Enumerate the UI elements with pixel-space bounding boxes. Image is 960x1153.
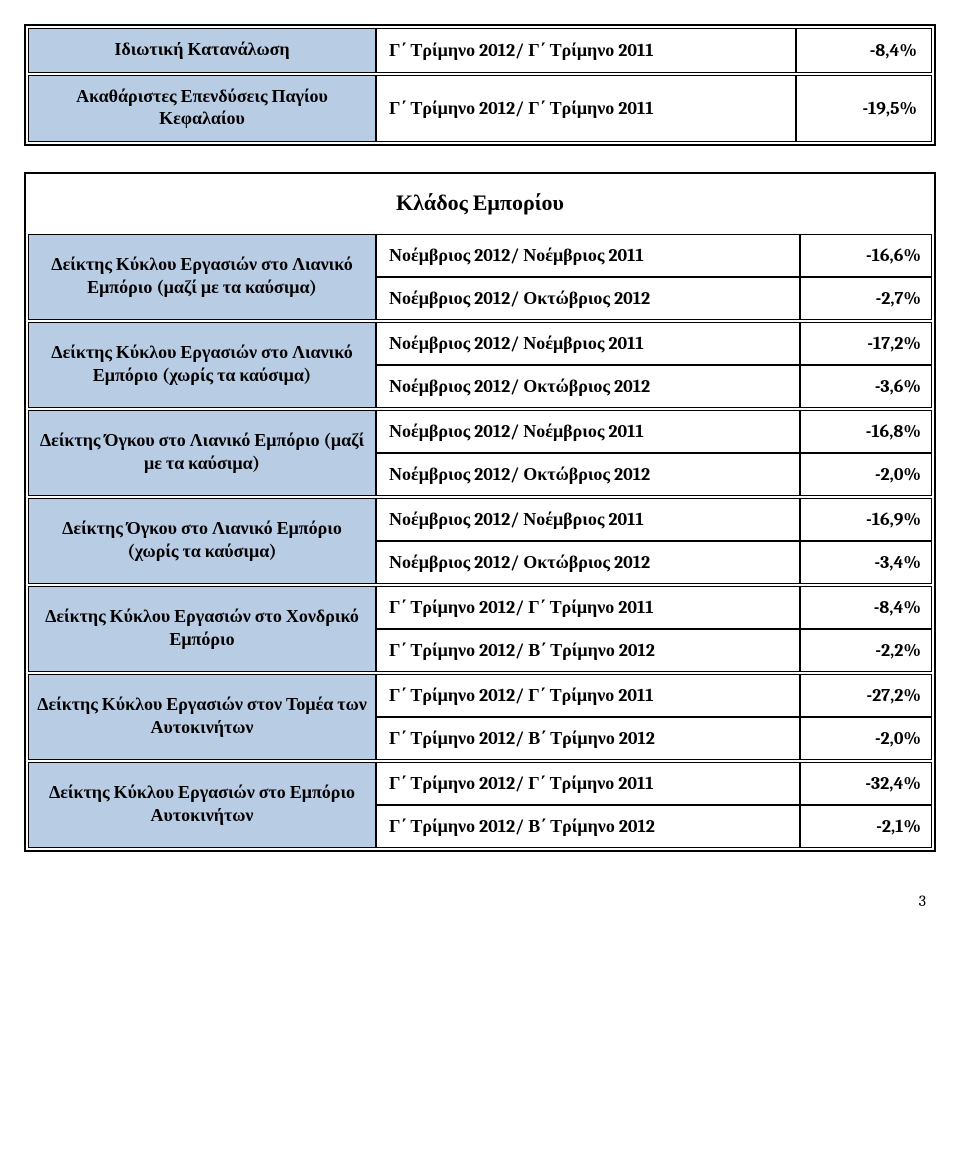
row-value: -19,5% — [797, 76, 927, 141]
row-value: -8,4% — [797, 29, 927, 72]
row-label: Δείκτης Όγκου στο Λιανικό Εμπόριο (χωρίς… — [29, 499, 377, 583]
table-row: Δείκτης Κύκλου Εργασιών στο Λιανικό Εμπό… — [28, 322, 932, 408]
sub-row: Νοέμβριος 2012/ Νοέμβριος 2011 -17,2% — [377, 323, 931, 364]
sub-value: -2,0% — [801, 718, 931, 759]
sub-period: Νοέμβριος 2012/ Οκτώβριος 2012 — [377, 278, 801, 319]
sector-table: Κλάδος Εμπορίου Δείκτης Κύκλου Εργασιών … — [24, 172, 936, 852]
row-label: Δείκτης Κύκλου Εργασιών στο Χονδρικό Εμπ… — [29, 587, 377, 671]
sub-row: Νοέμβριος 2012/ Οκτώβριος 2012 -3,6% — [377, 364, 931, 407]
sub-row: Γ΄ Τρίμηνο 2012/ Β΄ Τρίμηνο 2012 -2,0% — [377, 716, 931, 759]
top-table: Ιδιωτική Κατανάλωση Γ΄ Τρίμηνο 2012/ Γ΄ … — [24, 24, 936, 146]
sub-period: Γ΄ Τρίμηνο 2012/ Γ΄ Τρίμηνο 2011 — [377, 763, 801, 804]
sub-value: -17,2% — [801, 323, 931, 364]
sub-row: Γ΄ Τρίμηνο 2012/ Β΄ Τρίμηνο 2012 -2,1% — [377, 804, 931, 847]
sub-period: Γ΄ Τρίμηνο 2012/ Γ΄ Τρίμηνο 2011 — [377, 675, 801, 716]
sub-row: Νοέμβριος 2012/ Οκτώβριος 2012 -2,0% — [377, 452, 931, 495]
row-values: Νοέμβριος 2012/ Νοέμβριος 2011 -16,9% Νο… — [377, 499, 931, 583]
sub-period: Γ΄ Τρίμηνο 2012/ Γ΄ Τρίμηνο 2011 — [377, 587, 801, 628]
row-label: Ιδιωτική Κατανάλωση — [29, 29, 377, 72]
row-values: Νοέμβριος 2012/ Νοέμβριος 2011 -16,8% Νο… — [377, 411, 931, 495]
table-row: Δείκτης Κύκλου Εργασιών στο Χονδρικό Εμπ… — [28, 586, 932, 672]
sub-row: Γ΄ Τρίμηνο 2012/ Γ΄ Τρίμηνο 2011 -27,2% — [377, 675, 931, 716]
row-values: Νοέμβριος 2012/ Νοέμβριος 2011 -17,2% Νο… — [377, 323, 931, 407]
sub-period: Γ΄ Τρίμηνο 2012/ Β΄ Τρίμηνο 2012 — [377, 806, 801, 847]
sub-period: Γ΄ Τρίμηνο 2012/ Β΄ Τρίμηνο 2012 — [377, 630, 801, 671]
sub-value: -16,9% — [801, 499, 931, 540]
table-row: Δείκτης Όγκου στο Λιανικό Εμπόριο (χωρίς… — [28, 498, 932, 584]
sub-value: -32,4% — [801, 763, 931, 804]
sub-value: -2,2% — [801, 630, 931, 671]
sub-value: -3,6% — [801, 366, 931, 407]
row-period: Γ΄ Τρίμηνο 2012/ Γ΄ Τρίμηνο 2011 — [377, 29, 797, 72]
sub-value: -16,8% — [801, 411, 931, 452]
sub-row: Γ΄ Τρίμηνο 2012/ Γ΄ Τρίμηνο 2011 -8,4% — [377, 587, 931, 628]
sub-value: -3,4% — [801, 542, 931, 583]
sub-row: Νοέμβριος 2012/ Νοέμβριος 2011 -16,8% — [377, 411, 931, 452]
sub-period: Νοέμβριος 2012/ Νοέμβριος 2011 — [377, 499, 801, 540]
table-row: Δείκτης Κύκλου Εργασιών στον Τομέα των Α… — [28, 674, 932, 760]
row-values: Γ΄ Τρίμηνο 2012/ Γ΄ Τρίμηνο 2011 -27,2% … — [377, 675, 931, 759]
row-label: Δείκτης Κύκλου Εργασιών στο Λιανικό Εμπό… — [29, 235, 377, 319]
table-row: Ιδιωτική Κατανάλωση Γ΄ Τρίμηνο 2012/ Γ΄ … — [28, 28, 932, 73]
row-label: Δείκτης Κύκλου Εργασιών στο Εμπόριο Αυτο… — [29, 763, 377, 847]
sub-period: Γ΄ Τρίμηνο 2012/ Β΄ Τρίμηνο 2012 — [377, 718, 801, 759]
table-row: Ακαθάριστες Επενδύσεις Παγίου Κεφαλαίου … — [28, 75, 932, 142]
sub-value: -2,7% — [801, 278, 931, 319]
table-row: Δείκτης Όγκου στο Λιανικό Εμπόριο (μαζί … — [28, 410, 932, 496]
row-values: Γ΄ Τρίμηνο 2012/ Γ΄ Τρίμηνο 2011 -8,4% Γ… — [377, 587, 931, 671]
sub-row: Νοέμβριος 2012/ Οκτώβριος 2012 -2,7% — [377, 276, 931, 319]
row-label: Ακαθάριστες Επενδύσεις Παγίου Κεφαλαίου — [29, 76, 377, 141]
sub-row: Γ΄ Τρίμηνο 2012/ Β΄ Τρίμηνο 2012 -2,2% — [377, 628, 931, 671]
sub-value: -27,2% — [801, 675, 931, 716]
sub-value: -2,1% — [801, 806, 931, 847]
sub-period: Νοέμβριος 2012/ Οκτώβριος 2012 — [377, 366, 801, 407]
sub-period: Νοέμβριος 2012/ Οκτώβριος 2012 — [377, 542, 801, 583]
table-row: Δείκτης Κύκλου Εργασιών στο Λιανικό Εμπό… — [28, 234, 932, 320]
row-values: Νοέμβριος 2012/ Νοέμβριος 2011 -16,6% Νο… — [377, 235, 931, 319]
row-label: Δείκτης Όγκου στο Λιανικό Εμπόριο (μαζί … — [29, 411, 377, 495]
page-number: 3 — [24, 878, 936, 910]
sub-value: -16,6% — [801, 235, 931, 276]
sub-period: Νοέμβριος 2012/ Νοέμβριος 2011 — [377, 411, 801, 452]
sub-period: Νοέμβριος 2012/ Νοέμβριος 2011 — [377, 323, 801, 364]
row-label: Δείκτης Κύκλου Εργασιών στο Λιανικό Εμπό… — [29, 323, 377, 407]
sub-period: Νοέμβριος 2012/ Οκτώβριος 2012 — [377, 454, 801, 495]
sub-row: Νοέμβριος 2012/ Νοέμβριος 2011 -16,6% — [377, 235, 931, 276]
row-period: Γ΄ Τρίμηνο 2012/ Γ΄ Τρίμηνο 2011 — [377, 76, 797, 141]
sub-value: -8,4% — [801, 587, 931, 628]
row-label: Δείκτης Κύκλου Εργασιών στον Τομέα των Α… — [29, 675, 377, 759]
row-values: Γ΄ Τρίμηνο 2012/ Γ΄ Τρίμηνο 2011 -32,4% … — [377, 763, 931, 847]
sub-value: -2,0% — [801, 454, 931, 495]
section-title: Κλάδος Εμπορίου — [28, 176, 932, 234]
sub-row: Νοέμβριος 2012/ Νοέμβριος 2011 -16,9% — [377, 499, 931, 540]
table-row: Δείκτης Κύκλου Εργασιών στο Εμπόριο Αυτο… — [28, 762, 932, 848]
sub-row: Γ΄ Τρίμηνο 2012/ Γ΄ Τρίμηνο 2011 -32,4% — [377, 763, 931, 804]
sub-row: Νοέμβριος 2012/ Οκτώβριος 2012 -3,4% — [377, 540, 931, 583]
sub-period: Νοέμβριος 2012/ Νοέμβριος 2011 — [377, 235, 801, 276]
